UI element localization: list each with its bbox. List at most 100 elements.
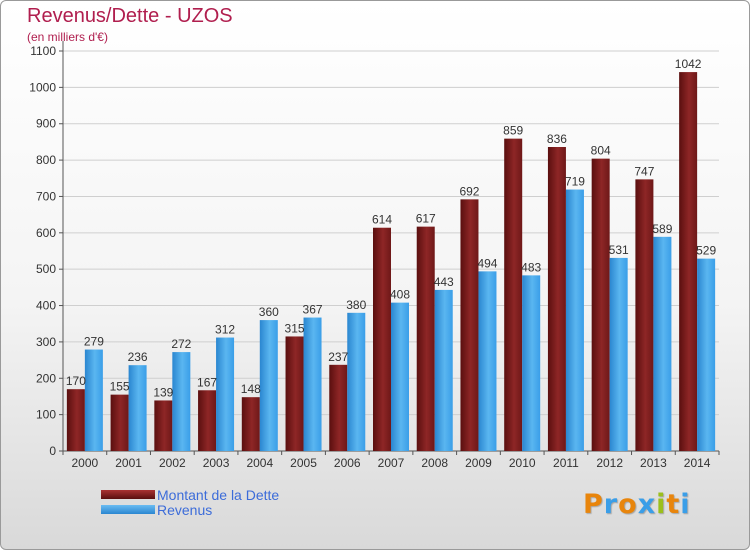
y-tick-label: 0 xyxy=(49,444,56,458)
x-tick-label: 2009 xyxy=(465,456,492,470)
bar-dette xyxy=(547,147,566,451)
data-label-dette: 859 xyxy=(503,124,523,138)
x-tick-label: 2002 xyxy=(159,456,186,470)
x-tick-label: 2003 xyxy=(203,456,230,470)
y-tick-label: 600 xyxy=(36,226,56,240)
logo-letter: r xyxy=(603,489,619,520)
bar-revenus xyxy=(172,352,191,451)
y-tick-label: 800 xyxy=(36,153,56,167)
bar-revenus xyxy=(434,289,453,451)
bar-dette xyxy=(198,390,217,451)
bar-dette xyxy=(154,400,173,451)
y-tick-label: 900 xyxy=(36,117,56,131)
data-label-dette: 167 xyxy=(197,375,217,389)
bar-revenus xyxy=(391,302,409,451)
bar-dette xyxy=(679,72,698,451)
data-label-revenus: 272 xyxy=(171,337,191,351)
x-tick-label: 2008 xyxy=(421,456,448,470)
bar-revenus xyxy=(259,320,278,451)
logo-letter: t xyxy=(666,489,681,520)
bar-revenus xyxy=(565,189,584,451)
data-label-revenus: 367 xyxy=(303,303,323,317)
data-label-revenus: 494 xyxy=(477,256,497,270)
legend: Montant de la Dette Revenus xyxy=(101,486,280,518)
bar-revenus xyxy=(609,257,628,451)
bar-revenus xyxy=(653,236,672,451)
data-label-dette: 155 xyxy=(110,380,130,394)
bar-dette xyxy=(416,226,435,451)
data-label-dette: 614 xyxy=(372,213,392,227)
legend-item-revenus: Revenus xyxy=(101,501,279,518)
x-tick-label: 2004 xyxy=(246,456,273,470)
y-tick-label: 500 xyxy=(36,262,56,276)
y-tick-label: 100 xyxy=(36,408,56,422)
logo-letter: i xyxy=(680,489,691,520)
data-label-revenus: 589 xyxy=(652,222,672,236)
legend-item-dette: Montant de la Dette xyxy=(101,486,280,503)
y-tick-label: 700 xyxy=(36,189,56,203)
data-label-revenus: 443 xyxy=(434,275,454,289)
data-label-dette: 747 xyxy=(634,164,654,178)
data-label-dette: 1042 xyxy=(675,57,702,71)
bar-dette xyxy=(66,389,85,451)
logo-letter: i xyxy=(656,489,667,520)
x-tick-label: 2001 xyxy=(115,456,142,470)
data-label-revenus: 360 xyxy=(259,305,279,319)
x-tick-label: 2014 xyxy=(684,456,711,470)
data-label-dette: 804 xyxy=(591,144,611,158)
x-tick-label: 2011 xyxy=(553,456,579,470)
data-label-revenus: 279 xyxy=(84,335,104,349)
y-tick-label: 1000 xyxy=(29,80,56,94)
data-label-revenus: 529 xyxy=(696,244,716,258)
bar-revenus xyxy=(128,365,147,451)
data-label-dette: 836 xyxy=(547,132,567,146)
proxiti-logo: Proxiti xyxy=(583,489,691,520)
legend-swatch-dette xyxy=(101,490,155,499)
data-label-dette: 315 xyxy=(285,321,305,335)
bar-dette xyxy=(329,364,348,451)
y-tick-label: 1100 xyxy=(30,44,56,58)
chart-subtitle: (en milliers d'€) xyxy=(27,30,108,44)
legend-label-revenus: Revenus xyxy=(157,501,213,518)
logo-letter: P xyxy=(583,489,604,520)
data-label-revenus: 380 xyxy=(346,298,366,312)
bar-dette xyxy=(504,138,523,452)
bar-dette xyxy=(110,394,129,451)
data-label-revenus: 531 xyxy=(609,243,629,257)
x-tick-label: 2010 xyxy=(509,456,536,470)
bar-revenus xyxy=(697,258,716,451)
data-label-revenus: 236 xyxy=(128,350,148,364)
chart-title: Revenus/Dette - UZOS xyxy=(27,5,233,27)
bar-dette xyxy=(241,397,260,451)
bar-revenus xyxy=(478,271,497,451)
data-label-dette: 692 xyxy=(459,184,479,198)
x-tick-label: 2012 xyxy=(596,456,623,470)
x-tick-label: 2000 xyxy=(72,456,99,470)
legend-swatch-revenus xyxy=(101,505,155,514)
data-label-revenus: 408 xyxy=(390,288,410,302)
data-label-dette: 170 xyxy=(66,374,86,388)
data-label-dette: 139 xyxy=(153,385,173,399)
x-tick-label: 2007 xyxy=(378,456,405,470)
y-tick-label: 300 xyxy=(36,335,56,349)
data-label-revenus: 312 xyxy=(215,323,235,337)
data-label-revenus: 719 xyxy=(565,175,585,189)
data-label-dette: 237 xyxy=(328,350,348,364)
data-label-dette: 148 xyxy=(241,382,261,396)
bar-dette xyxy=(285,336,304,451)
y-tick-label: 200 xyxy=(36,371,56,385)
bar-revenus xyxy=(216,337,235,451)
bar-dette xyxy=(591,158,610,452)
data-label-revenus: 483 xyxy=(521,260,541,274)
bar-dette xyxy=(635,179,654,451)
legend-label-dette: Montant de la Dette xyxy=(157,486,280,503)
bar-revenus xyxy=(303,317,322,451)
logo-letter: x xyxy=(637,489,657,520)
bar-dette xyxy=(373,227,391,451)
bar-revenus xyxy=(347,312,366,451)
x-tick-label: 2013 xyxy=(640,456,667,470)
data-label-dette: 617 xyxy=(416,212,436,226)
x-tick-label: 2006 xyxy=(334,456,361,470)
